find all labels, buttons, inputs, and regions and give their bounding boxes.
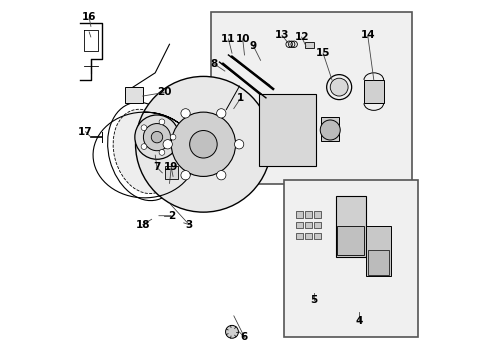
Bar — [305, 233, 311, 239]
Circle shape — [329, 78, 347, 96]
Circle shape — [181, 171, 190, 180]
Circle shape — [189, 131, 217, 158]
Circle shape — [159, 119, 164, 125]
Text: 16: 16 — [81, 13, 96, 22]
Bar — [313, 222, 320, 228]
Text: 19: 19 — [164, 162, 178, 172]
Text: 5: 5 — [310, 295, 317, 305]
Text: 11: 11 — [221, 34, 235, 44]
Bar — [321, 117, 339, 141]
Circle shape — [143, 123, 170, 151]
Text: 13: 13 — [274, 30, 289, 40]
Circle shape — [151, 131, 163, 143]
Bar — [367, 249, 388, 275]
Text: 12: 12 — [294, 32, 308, 42]
Circle shape — [216, 109, 225, 118]
Circle shape — [135, 76, 271, 212]
Text: 8: 8 — [210, 59, 217, 69]
Text: 9: 9 — [249, 41, 257, 51]
Bar — [364, 80, 383, 103]
Circle shape — [159, 149, 164, 155]
Bar — [296, 211, 302, 217]
Bar — [335, 196, 365, 257]
Text: 17: 17 — [78, 127, 93, 137]
Bar — [313, 211, 320, 217]
Circle shape — [163, 140, 172, 149]
Bar — [305, 222, 311, 228]
Circle shape — [135, 115, 179, 159]
Circle shape — [320, 120, 340, 140]
Circle shape — [170, 134, 176, 140]
Bar — [210, 12, 411, 184]
Bar — [124, 87, 142, 103]
Circle shape — [171, 112, 235, 176]
Text: 14: 14 — [360, 30, 374, 40]
Bar — [258, 94, 315, 166]
Text: 1: 1 — [237, 93, 244, 103]
Text: 2: 2 — [167, 211, 175, 221]
Text: 10: 10 — [235, 34, 249, 44]
Bar — [365, 226, 390, 276]
Circle shape — [234, 140, 244, 149]
Bar — [283, 180, 417, 337]
Circle shape — [181, 109, 190, 118]
Ellipse shape — [113, 109, 176, 194]
Text: 15: 15 — [315, 48, 330, 58]
Bar — [337, 226, 364, 255]
Circle shape — [141, 144, 146, 149]
Bar — [305, 211, 311, 217]
Bar — [313, 233, 320, 239]
Text: 20: 20 — [157, 87, 171, 98]
Circle shape — [216, 171, 225, 180]
Bar — [296, 233, 302, 239]
Bar — [296, 222, 302, 228]
Bar — [305, 42, 313, 48]
Text: 7: 7 — [153, 162, 161, 172]
Bar — [164, 166, 177, 179]
Circle shape — [225, 325, 238, 338]
Text: 4: 4 — [354, 316, 362, 326]
Circle shape — [141, 125, 146, 131]
Text: 6: 6 — [241, 332, 247, 342]
Text: 18: 18 — [135, 220, 150, 230]
Text: 3: 3 — [185, 220, 192, 230]
